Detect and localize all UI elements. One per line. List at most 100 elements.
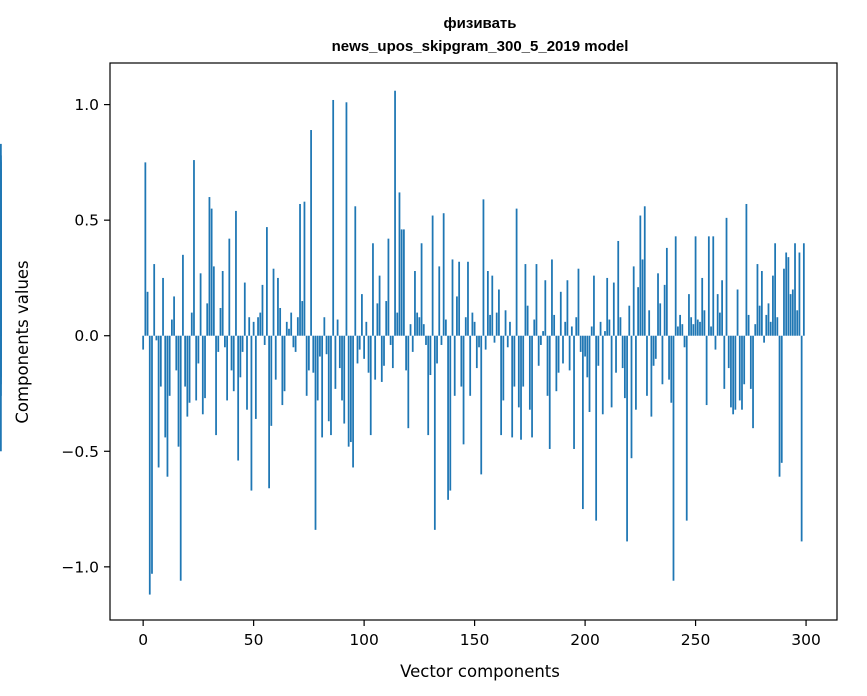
bar — [500, 335, 503, 436]
bar — [520, 335, 522, 440]
bar — [363, 335, 365, 359]
bar — [780, 335, 783, 463]
bar — [796, 310, 799, 336]
bar — [498, 289, 500, 336]
bar — [597, 335, 600, 366]
bar — [542, 331, 544, 336]
bar — [531, 335, 533, 438]
bar — [288, 328, 290, 336]
bar — [378, 275, 381, 336]
bar — [270, 335, 273, 426]
bar — [210, 208, 213, 336]
bar — [482, 199, 485, 336]
bar — [438, 266, 441, 336]
bar — [261, 284, 264, 336]
chart-title-line1: физивать — [444, 15, 517, 32]
bar — [422, 324, 425, 336]
bar — [756, 264, 759, 336]
bar — [274, 335, 277, 380]
bar — [670, 335, 673, 403]
bar — [504, 310, 507, 336]
bar — [334, 335, 337, 389]
bar — [548, 335, 551, 449]
bar — [575, 317, 578, 336]
bar — [716, 294, 719, 336]
bar — [365, 321, 368, 336]
bar — [747, 314, 750, 336]
bar — [349, 335, 352, 443]
bar — [562, 335, 564, 364]
bar — [730, 335, 732, 408]
bar — [668, 335, 670, 380]
bar — [343, 335, 346, 424]
bar — [411, 335, 414, 352]
bar — [480, 335, 483, 475]
bar — [665, 247, 668, 336]
bar — [449, 335, 452, 491]
bar — [283, 335, 286, 392]
bar — [0, 335, 2, 452]
bar — [170, 319, 173, 336]
bar — [301, 301, 304, 336]
bar — [677, 326, 679, 336]
bar — [206, 303, 209, 336]
bar — [230, 335, 233, 371]
bar — [765, 314, 768, 336]
bar — [151, 335, 153, 574]
bar — [590, 326, 593, 336]
bar — [352, 335, 354, 468]
bar — [197, 335, 200, 364]
bar — [752, 335, 754, 429]
bar — [272, 268, 275, 336]
bar — [674, 236, 677, 336]
bar — [380, 335, 383, 382]
bar — [193, 160, 195, 336]
bar — [429, 335, 432, 376]
bar — [259, 312, 262, 336]
bar — [396, 312, 399, 336]
bar — [168, 335, 171, 396]
bar — [456, 296, 458, 336]
bar — [623, 335, 626, 399]
bar — [663, 284, 666, 336]
bar — [760, 271, 763, 336]
bar — [557, 335, 560, 373]
x-tick-label: 150 — [460, 631, 490, 649]
bar — [307, 335, 310, 371]
bar — [460, 335, 463, 387]
bar — [254, 335, 257, 419]
y-tick-label: 0.0 — [74, 327, 99, 345]
bar — [559, 291, 562, 336]
bar — [694, 236, 697, 336]
bar — [146, 291, 149, 336]
bar — [798, 252, 801, 336]
bar — [325, 335, 328, 355]
bar — [312, 335, 315, 373]
bar — [696, 319, 699, 336]
bar — [522, 335, 525, 387]
bar — [537, 335, 540, 366]
bar — [692, 324, 695, 336]
bar — [268, 335, 270, 489]
bar — [475, 335, 478, 369]
bar — [524, 264, 527, 336]
bar — [471, 312, 474, 336]
bar — [416, 312, 419, 336]
bar — [785, 252, 788, 336]
chart-title-line2: news_upos_skipgram_300_5_2019 model — [332, 38, 629, 55]
bar — [467, 261, 469, 336]
bar — [586, 335, 589, 378]
bar — [409, 324, 412, 336]
bar — [643, 206, 646, 336]
bar — [778, 335, 781, 477]
bar — [327, 335, 330, 422]
bar — [506, 335, 509, 348]
bar — [224, 335, 226, 348]
bar — [719, 312, 721, 336]
bar — [190, 312, 193, 336]
bar — [688, 294, 690, 336]
bar — [582, 335, 584, 510]
bar — [285, 321, 288, 336]
